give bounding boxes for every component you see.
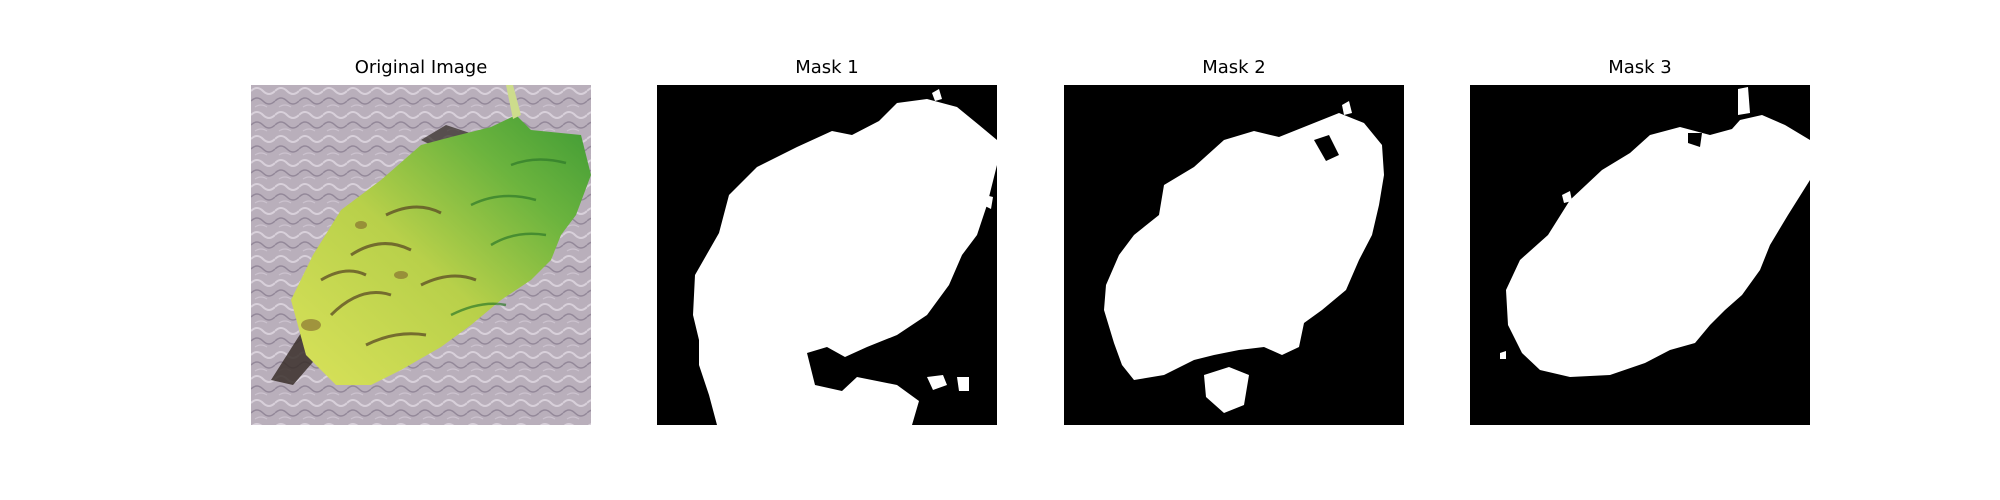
panel-mask-1: Mask 1: [657, 0, 997, 500]
leaf-photo: [251, 85, 591, 425]
mask-3-shape: [1470, 85, 1810, 425]
mask-1-shape: [657, 85, 997, 425]
mask-2-shape: [1064, 85, 1404, 425]
original-image: [251, 85, 591, 425]
panel-original-image: Original Image: [251, 0, 591, 500]
mask-1-image: [657, 85, 997, 425]
mask-2-image: [1064, 85, 1404, 425]
mask-3-image: [1470, 85, 1810, 425]
panel-title: Mask 2: [1202, 57, 1266, 78]
panel-title: Original Image: [354, 57, 488, 78]
panel-mask-3: Mask 3: [1470, 0, 1810, 500]
panel-title: Mask 3: [1608, 57, 1672, 78]
panel-mask-2: Mask 2: [1064, 0, 1404, 500]
panel-title: Mask 1: [795, 57, 859, 78]
